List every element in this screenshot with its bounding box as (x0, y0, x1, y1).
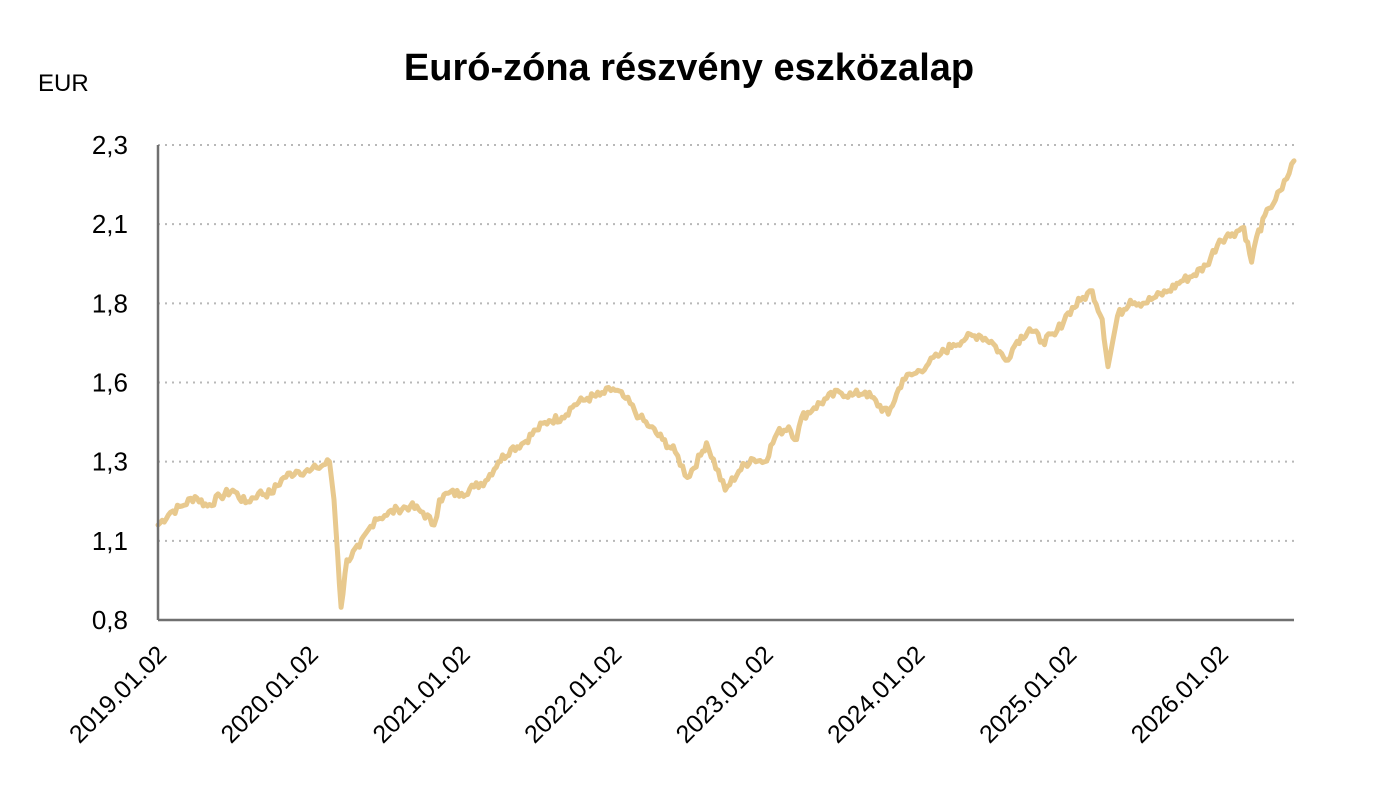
series-layer (155, 158, 1297, 610)
y-axis-ticks: 2,3 2,1 1,8 1,6 1,3 1,1 0,8 (92, 130, 128, 635)
x-tick-label: 2022.01.02 (519, 640, 627, 748)
series-line (155, 158, 1297, 610)
chart-title: Euró-zóna részvény eszközalap (404, 47, 974, 89)
x-tick-label: 2021.01.02 (367, 640, 475, 748)
x-tick-label: 2020.01.02 (216, 640, 324, 748)
y-tick-label: 1,8 (92, 288, 128, 318)
gridlines (158, 144, 1294, 542)
y-tick-label: 1,3 (92, 447, 128, 477)
x-axis-ticks: 2019.01.02 2020.01.02 2021.01.02 2022.01.02… (64, 640, 1234, 748)
x-tick-label: 2024.01.02 (822, 640, 930, 748)
y-tick-label: 0,8 (92, 605, 128, 635)
y-axis-unit-label: EUR (38, 70, 89, 97)
x-tick-label: 2025.01.02 (974, 640, 1082, 748)
y-tick-label: 2,1 (92, 209, 128, 239)
x-tick-label: 2023.01.02 (671, 640, 779, 748)
y-tick-label: 1,1 (92, 526, 128, 556)
x-tick-label: 2026.01.02 (1126, 640, 1234, 748)
y-tick-label: 2,3 (92, 130, 128, 160)
x-tick-label: 2019.01.02 (64, 640, 172, 748)
y-tick-label: 1,6 (92, 368, 128, 398)
